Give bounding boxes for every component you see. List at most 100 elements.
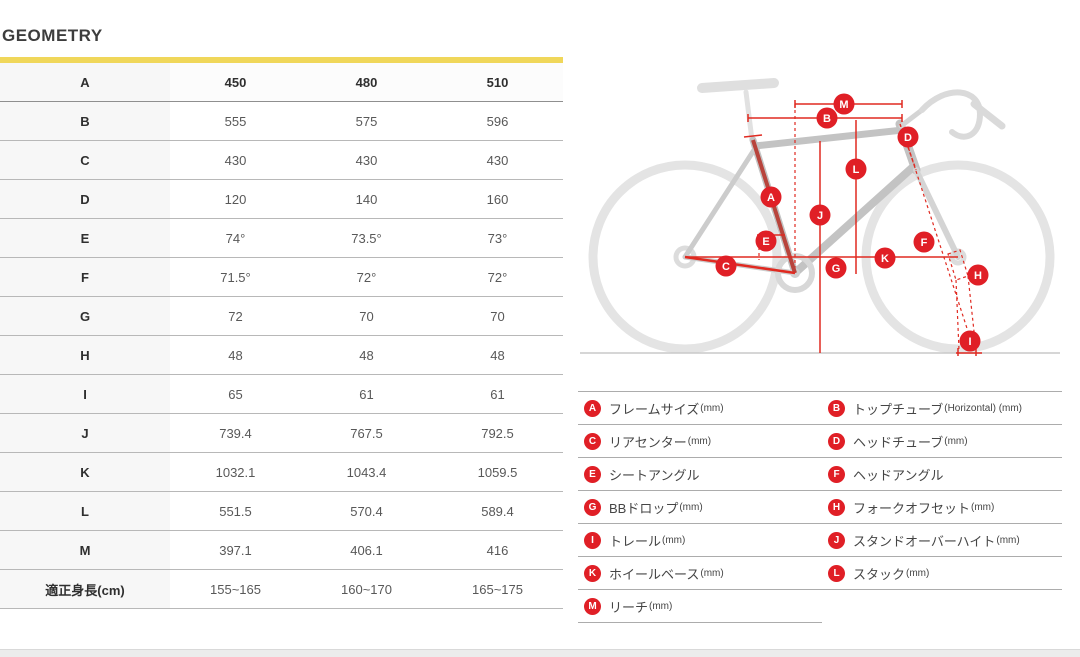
diagram-marker-B	[816, 107, 838, 129]
cell-value: 73.5°	[351, 230, 382, 246]
table-row: 適正身長(cm) 155~165 160~170 165~175	[0, 570, 563, 609]
legend-item-unit: (mm)	[906, 567, 930, 579]
legend-item: K ホイールベース (mm)	[578, 557, 822, 589]
cell-value: 589.4	[481, 503, 514, 519]
cell-value: 120	[224, 191, 247, 207]
table-row: D 120 140 160	[0, 180, 563, 219]
legend-marker-icon: H	[828, 498, 845, 516]
rear-center-line-c	[684, 255, 796, 275]
diagram-marker-letter: E	[762, 236, 769, 248]
diagram-markers: MB D L A J E F K C G H I	[715, 93, 989, 352]
steering-axis-dashed	[902, 130, 976, 354]
legend-item-unit: (mm)	[700, 567, 724, 579]
stem	[898, 107, 925, 129]
legend-marker-icon: C	[584, 432, 601, 450]
cell-value: 61	[359, 386, 374, 402]
legend-marker-icon: G	[584, 498, 601, 516]
toptube-ticks	[747, 114, 903, 122]
cell-value: 155~165	[210, 581, 261, 597]
legend-item-name: BBドロップ	[609, 500, 679, 516]
legend-marker-icon: A	[584, 399, 601, 417]
row-label: 適正身長(cm)	[0, 570, 170, 608]
legend-item: C リアセンター (mm)	[578, 425, 822, 457]
legend-item-name: フォークオフセット	[853, 500, 971, 516]
fork	[913, 167, 961, 260]
legend-marker-icon: I	[584, 531, 601, 549]
legend-item: H フォークオフセット (mm)	[822, 491, 1062, 523]
legend-item-name: フレームサイズ	[609, 401, 700, 417]
cell-value: 71.5°	[220, 269, 251, 285]
legend-item-name: スタンドオーバーハイト	[853, 533, 996, 549]
table-row: J 739.4 767.5 792.5	[0, 414, 563, 453]
legend-item: A フレームサイズ (mm)	[578, 392, 822, 424]
frame-size-tick	[743, 134, 763, 138]
cell-value: 48	[228, 347, 243, 363]
cell-value: 416	[486, 542, 509, 558]
legend-marker-icon: E	[584, 465, 601, 483]
cell-value: 792.5	[481, 425, 514, 441]
table-row: M 397.1 406.1 416	[0, 531, 563, 570]
seatpost	[743, 89, 755, 143]
cell-value: 165~175	[472, 581, 523, 597]
bottom-edge-bar	[0, 649, 1080, 657]
diagram-marker-letter: D	[904, 132, 912, 144]
cell-value: 555	[224, 113, 247, 129]
legend-item-name: シートアングル	[609, 467, 700, 483]
legend-item-name: ホイールベース	[609, 566, 700, 582]
accent-bar	[0, 57, 563, 63]
cell-value: 430	[224, 152, 247, 168]
legend-item-unit: (mm)	[662, 534, 686, 546]
brake-hood	[970, 100, 1006, 130]
legend-row: G BBドロップ (mm) H フォークオフセット (mm)	[578, 491, 1062, 524]
bike-diagram-svg: MB D L A J E F K C G H I	[580, 78, 1060, 356]
diagram-marker-letter: M	[839, 99, 848, 111]
cell-value: 397.1	[219, 542, 252, 558]
diagram-marker-letter: C	[722, 261, 730, 273]
saddle	[697, 78, 779, 93]
handlebar	[919, 89, 984, 140]
legend-row: E シートアングル F ヘッドアングル	[578, 458, 1062, 491]
row-label: L	[0, 492, 170, 530]
legend-row: C リアセンター (mm) D ヘッドチューブ (mm)	[578, 425, 1062, 458]
cell-value: 72	[228, 308, 243, 324]
cell-value: 160	[486, 191, 509, 207]
diagram-marker-letter: A	[767, 192, 775, 204]
row-label: D	[0, 180, 170, 218]
diagram-marker-letter: B	[823, 113, 831, 125]
cell-value: 70	[359, 308, 374, 324]
legend-item-unit: (mm)	[971, 501, 995, 513]
table-row: L 551.5 570.4 589.4	[0, 492, 563, 531]
legend-item-unit: (Horizontal) (mm)	[944, 402, 1023, 414]
geometry-table-body: A 450 480 510 B 555 575 596 C 430 430 430 D 120 140 160…	[0, 63, 563, 609]
legend-item-unit: (mm)	[679, 501, 703, 513]
table-row: A 450 480 510	[0, 63, 563, 102]
legend-marker-icon: D	[828, 432, 845, 450]
cell-value: 140	[355, 191, 378, 207]
row-label: M	[0, 531, 170, 569]
cell-value: 48	[490, 347, 505, 363]
cell-value: 739.4	[219, 425, 252, 441]
legend: A フレームサイズ (mm) B トップチューブ (Horizontal) (mm) C リア…	[578, 391, 1062, 623]
diagram-marker-L	[845, 158, 867, 180]
diagram-marker-letter: F	[921, 237, 928, 249]
fork-offset-bracket-h	[947, 249, 969, 281]
cell-value: 48	[359, 347, 374, 363]
legend-marker-icon: J	[828, 531, 845, 549]
cell-value: 1032.1	[215, 464, 256, 480]
legend-list: A フレームサイズ (mm) B トップチューブ (Horizontal) (mm) C リア…	[578, 392, 1062, 623]
row-label: H	[0, 336, 170, 374]
cell-value: 72°	[356, 269, 377, 285]
row-label: G	[0, 297, 170, 335]
diagram-marker-E	[755, 230, 777, 252]
legend-marker-icon: M	[584, 597, 601, 615]
legend-row: K ホイールベース (mm) L スタック (mm)	[578, 557, 1062, 590]
legend-marker-icon: B	[828, 399, 845, 417]
row-label: B	[0, 102, 170, 140]
cell-value: 74°	[225, 230, 246, 246]
diagram-marker-letter: K	[881, 253, 889, 265]
legend-item: G BBドロップ (mm)	[578, 491, 822, 523]
diagram-marker-G	[825, 257, 847, 279]
cell-value: 510	[486, 74, 509, 90]
table-row: K 1032.1 1043.4 1059.5	[0, 453, 563, 492]
